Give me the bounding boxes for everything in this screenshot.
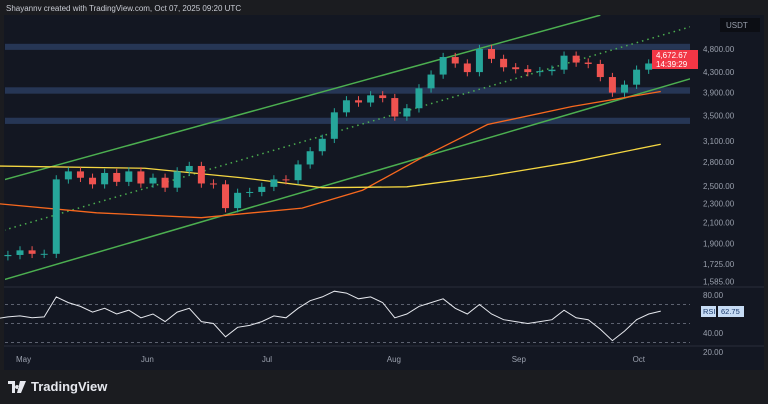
price-tick-label: 1,900.00: [703, 240, 735, 249]
tradingview-logo-icon: [8, 380, 26, 393]
time-tick-label: Jun: [141, 355, 154, 364]
candle-body: [149, 177, 157, 184]
candle-body: [367, 95, 375, 103]
support-resistance-zone: [5, 117, 690, 124]
candle-body: [101, 172, 109, 185]
price-tick-label: 2,500.00: [703, 182, 735, 191]
rsi-label-badge: [701, 306, 716, 317]
candle-body: [40, 253, 48, 255]
candle-body: [173, 171, 181, 188]
rsi-line: [0, 290, 661, 342]
channel-upper-line: [5, 15, 601, 181]
time-tick-label: Jul: [262, 355, 272, 364]
tradingview-logo: TradingView: [8, 379, 107, 394]
rsi-tick-label: 20.00: [703, 348, 724, 357]
candle-body: [475, 49, 483, 73]
candle-body: [306, 151, 314, 165]
price-tick-label: 2,300.00: [703, 199, 735, 208]
time-tick-label: Sep: [512, 355, 527, 364]
moving-average-yellow: [0, 143, 661, 189]
candle-body: [512, 67, 520, 70]
candle-body: [234, 192, 242, 209]
candle-body: [572, 55, 580, 63]
candle-body: [560, 55, 568, 70]
channel-lower-line: [5, 78, 690, 281]
price-tick-label: 4,800.00: [703, 45, 735, 54]
rsi-value-badge: [718, 306, 744, 317]
candle-body: [64, 171, 72, 180]
candle-body: [258, 186, 266, 192]
rsi-tick-label: 40.00: [703, 329, 724, 338]
candle-body: [536, 71, 544, 73]
candle-body: [294, 164, 302, 181]
candle-body: [439, 57, 447, 75]
candle-body: [246, 191, 254, 193]
candle-body: [645, 63, 653, 70]
candle-body: [185, 165, 193, 172]
countdown-label: 14:39:29: [656, 60, 688, 69]
candle-body: [125, 171, 133, 182]
candle-body: [113, 172, 121, 182]
candle-body: [52, 179, 60, 254]
candle-body: [488, 49, 496, 59]
candle-body: [222, 184, 230, 209]
rsi-label: RSI: [703, 307, 716, 316]
candle-body: [197, 165, 205, 184]
candle-body: [76, 171, 84, 178]
brand-name: TradingView: [31, 379, 108, 394]
attribution-text: Shayannv created with TradingView.com, O…: [6, 4, 242, 13]
candle-body: [270, 179, 278, 187]
support-resistance-zone: [5, 87, 690, 94]
candle-body: [137, 171, 145, 184]
candle-body: [451, 57, 459, 64]
candle-body: [391, 98, 399, 117]
candle-body: [16, 250, 24, 255]
currency-label: USDT: [726, 21, 748, 30]
time-tick-label: May: [16, 355, 31, 364]
candle-body: [282, 179, 290, 181]
candle-body: [621, 84, 628, 93]
moving-average-orange: [0, 90, 661, 219]
candle-body: [89, 177, 97, 185]
candle-body: [608, 77, 616, 93]
candle-body: [330, 112, 338, 139]
rsi-value: 62.75: [721, 307, 740, 316]
price-tick-label: 2,800.00: [703, 158, 735, 167]
candle-body: [548, 69, 556, 72]
candle-body: [427, 74, 435, 89]
time-tick-label: Aug: [387, 355, 401, 364]
candle-body: [463, 63, 471, 73]
rsi-tick-label: 80.00: [703, 291, 724, 300]
support-resistance-zone: [5, 43, 690, 50]
currency-badge: [720, 18, 760, 32]
candle-body: [403, 108, 411, 117]
candle-body: [209, 183, 217, 185]
candle-body: [415, 88, 423, 109]
last-price-label: 4,672.67: [656, 51, 688, 60]
candle-body: [318, 138, 326, 152]
candle-body: [500, 58, 508, 68]
candle-body: [379, 95, 387, 99]
candle-body: [355, 100, 363, 103]
candle-body: [524, 69, 532, 73]
price-tick-label: 2,100.00: [703, 219, 735, 228]
candle-body: [596, 63, 604, 78]
price-tick-label: 3,100.00: [703, 137, 735, 146]
candle-body: [633, 69, 641, 85]
time-tick-label: Oct: [633, 355, 646, 364]
candle-body: [584, 62, 592, 64]
candle-body: [342, 100, 350, 113]
price-tick-label: 3,900.00: [703, 89, 735, 98]
price-tick-label: 1,725.00: [703, 260, 735, 269]
candle-body: [161, 177, 169, 188]
last-price-badge: [652, 50, 698, 69]
price-tick-label: 3,500.00: [703, 111, 735, 120]
price-tick-label: 1,585.00: [703, 278, 735, 287]
candle-body: [28, 250, 36, 254]
candle-body: [4, 254, 12, 257]
channel-middle-line: [5, 26, 690, 231]
price-tick-label: 4,300.00: [703, 68, 735, 77]
